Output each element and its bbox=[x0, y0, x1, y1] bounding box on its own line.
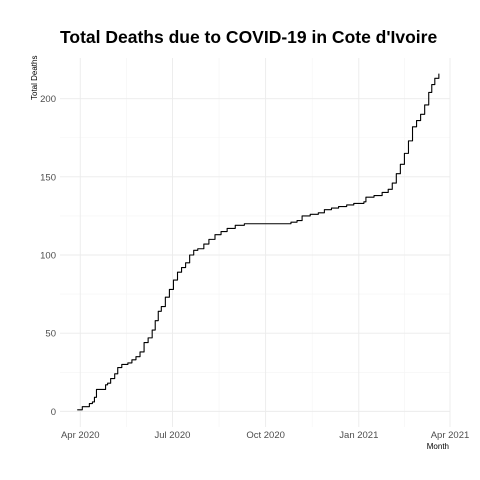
y-tick-label: 50 bbox=[45, 329, 56, 340]
y-tick-label: 200 bbox=[40, 94, 56, 105]
x-axis-ticks: Apr 2020 Jul 2020 Oct 2020 Jan 2021 Apr 2021 bbox=[61, 430, 469, 441]
x-tick-label: Jul 2020 bbox=[154, 430, 190, 441]
x-axis-label: Month bbox=[427, 442, 449, 451]
series-line-total-deaths bbox=[77, 73, 440, 411]
y-axis-ticks: 0 50 100 150 200 bbox=[40, 94, 56, 418]
grid bbox=[60, 58, 451, 427]
y-tick-label: 0 bbox=[51, 407, 56, 418]
y-axis-label: Total Deaths bbox=[30, 56, 39, 100]
y-tick-label: 100 bbox=[40, 251, 56, 262]
x-tick-label: Jan 2021 bbox=[339, 430, 378, 441]
y-tick-label: 150 bbox=[40, 172, 56, 183]
x-tick-label: Oct 2020 bbox=[246, 430, 285, 441]
chart-title: Total Deaths due to COVID-19 in Cote d'I… bbox=[60, 27, 437, 47]
x-tick-label: Apr 2021 bbox=[431, 430, 470, 441]
x-tick-label: Apr 2020 bbox=[61, 430, 100, 441]
